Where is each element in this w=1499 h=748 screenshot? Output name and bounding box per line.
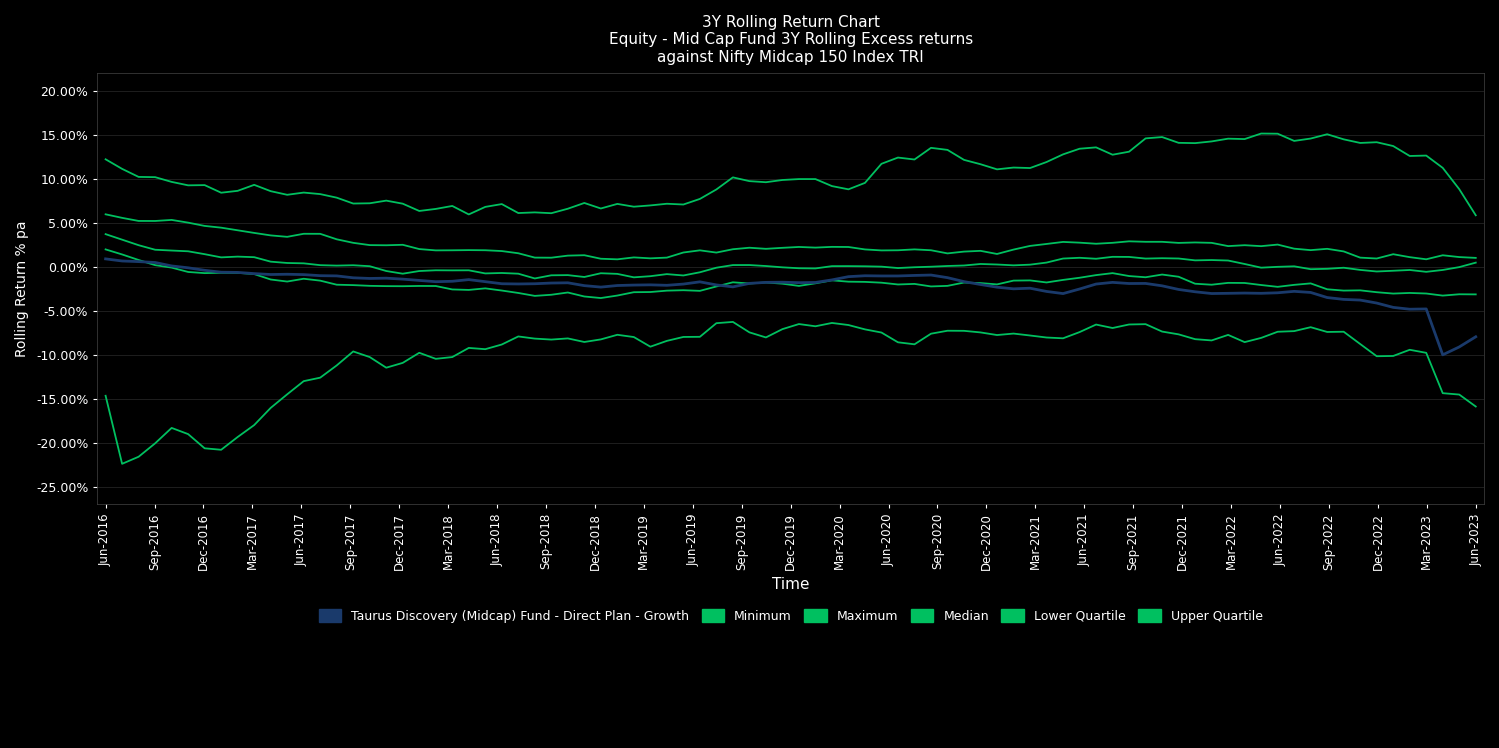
Title: 3Y Rolling Return Chart
Equity - Mid Cap Fund 3Y Rolling Excess returns
against : 3Y Rolling Return Chart Equity - Mid Cap… — [609, 15, 973, 65]
Y-axis label: Rolling Return % pa: Rolling Return % pa — [15, 220, 28, 357]
Legend: Taurus Discovery (Midcap) Fund - Direct Plan - Growth, Minimum, Maximum, Median,: Taurus Discovery (Midcap) Fund - Direct … — [315, 605, 1267, 626]
X-axis label: Time: Time — [772, 577, 809, 592]
